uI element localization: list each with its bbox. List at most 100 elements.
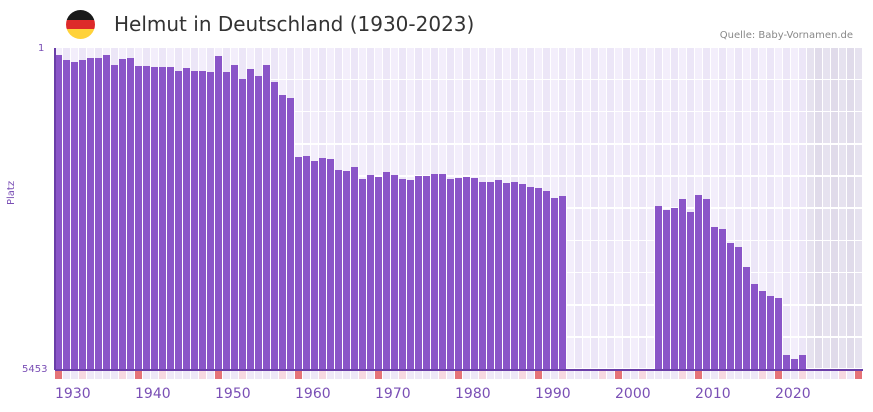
bar-1957[interactable]: [271, 82, 278, 370]
grid-cell: [647, 337, 654, 369]
grid-cell: [263, 48, 270, 79]
bar-1965[interactable]: [335, 169, 342, 370]
bar-2019[interactable]: [767, 295, 774, 370]
bar-1931[interactable]: [63, 59, 70, 370]
bar-1981[interactable]: [463, 176, 470, 370]
year-marker: [799, 371, 806, 379]
grid-cell: [823, 209, 830, 240]
x-tick-label: 1960: [295, 386, 331, 402]
bar-2017[interactable]: [751, 284, 758, 370]
bar-1948[interactable]: [199, 70, 206, 370]
bar-1989[interactable]: [527, 186, 534, 370]
bar-1974[interactable]: [407, 180, 414, 370]
grid-cell: [575, 241, 582, 272]
grid-cell: [855, 273, 862, 305]
bar-1939[interactable]: [127, 57, 134, 370]
bar-1968[interactable]: [359, 178, 366, 370]
bar-2007[interactable]: [671, 207, 678, 370]
grid-cell: [551, 176, 558, 208]
bar-1983[interactable]: [479, 182, 486, 370]
bar-1969[interactable]: [367, 174, 374, 370]
bar-1953[interactable]: [239, 79, 246, 370]
bar-2021[interactable]: [783, 354, 790, 370]
bar-1980[interactable]: [455, 177, 462, 370]
bar-2016[interactable]: [743, 266, 750, 370]
bar-1941[interactable]: [143, 66, 150, 370]
bar-2014[interactable]: [727, 243, 734, 370]
bar-1955[interactable]: [255, 75, 262, 370]
bar-1975[interactable]: [415, 175, 422, 370]
bar-1987[interactable]: [511, 182, 518, 370]
bar-1992[interactable]: [551, 198, 558, 370]
bar-1959[interactable]: [287, 98, 294, 370]
bar-1942[interactable]: [151, 67, 158, 370]
bar-2011[interactable]: [703, 199, 710, 370]
bar-1976[interactable]: [423, 175, 430, 370]
grid-cell: [383, 80, 390, 111]
bar-1984[interactable]: [487, 182, 494, 370]
bar-1966[interactable]: [343, 170, 350, 370]
bar-1936[interactable]: [103, 54, 110, 370]
bar-1947[interactable]: [191, 70, 198, 370]
bar-1964[interactable]: [327, 158, 334, 370]
bar-2006[interactable]: [663, 210, 670, 370]
bar-1972[interactable]: [391, 174, 398, 370]
bar-1956[interactable]: [263, 65, 270, 370]
grid-cell: [671, 112, 678, 144]
bar-1932[interactable]: [71, 61, 78, 370]
grid-cell: [655, 80, 662, 111]
bar-1944[interactable]: [167, 67, 174, 370]
bar-2023[interactable]: [799, 354, 806, 370]
bar-1963[interactable]: [319, 157, 326, 370]
bar-2010[interactable]: [695, 195, 702, 370]
bar-1950[interactable]: [215, 55, 222, 370]
bar-1979[interactable]: [447, 178, 454, 370]
bar-2012[interactable]: [711, 227, 718, 370]
grid-cell: [583, 176, 590, 208]
bar-1970[interactable]: [375, 176, 382, 370]
bar-1954[interactable]: [247, 69, 254, 370]
bar-1958[interactable]: [279, 95, 286, 370]
bar-1986[interactable]: [503, 183, 510, 370]
bar-2013[interactable]: [719, 229, 726, 370]
bar-1962[interactable]: [311, 160, 318, 370]
bar-2022[interactable]: [791, 359, 798, 370]
bar-2009[interactable]: [687, 212, 694, 370]
grid-cell: [679, 112, 686, 144]
bar-1993[interactable]: [559, 196, 566, 370]
bar-1935[interactable]: [95, 57, 102, 370]
bar-1937[interactable]: [111, 65, 118, 370]
bar-1967[interactable]: [351, 167, 358, 370]
bar-1977[interactable]: [431, 173, 438, 370]
bar-2008[interactable]: [679, 199, 686, 370]
bar-1943[interactable]: [159, 67, 166, 370]
bar-1971[interactable]: [383, 171, 390, 370]
bar-1978[interactable]: [439, 173, 446, 370]
bar-1982[interactable]: [471, 177, 478, 370]
bar-1990[interactable]: [535, 187, 542, 370]
bar-1985[interactable]: [495, 180, 502, 370]
bar-1988[interactable]: [519, 184, 526, 370]
bar-1945[interactable]: [175, 70, 182, 370]
year-marker: [319, 371, 326, 379]
grid-cell: [359, 144, 366, 176]
grid-cell: [623, 80, 630, 111]
bar-1951[interactable]: [223, 71, 230, 370]
bar-2015[interactable]: [735, 246, 742, 370]
bar-1991[interactable]: [543, 190, 550, 370]
bar-1949[interactable]: [207, 71, 214, 370]
bar-1973[interactable]: [399, 178, 406, 370]
bar-2020[interactable]: [775, 298, 782, 370]
bar-1930[interactable]: [55, 54, 62, 370]
bar-1933[interactable]: [79, 59, 86, 370]
bar-1952[interactable]: [231, 65, 238, 370]
grid-cell: [855, 112, 862, 144]
bar-1940[interactable]: [135, 66, 142, 370]
bar-1961[interactable]: [303, 155, 310, 370]
bar-2005[interactable]: [655, 205, 662, 370]
bar-1960[interactable]: [295, 156, 302, 370]
bar-1934[interactable]: [87, 57, 94, 370]
bar-1946[interactable]: [183, 68, 190, 370]
bar-2018[interactable]: [759, 290, 766, 370]
bar-1938[interactable]: [119, 58, 126, 370]
